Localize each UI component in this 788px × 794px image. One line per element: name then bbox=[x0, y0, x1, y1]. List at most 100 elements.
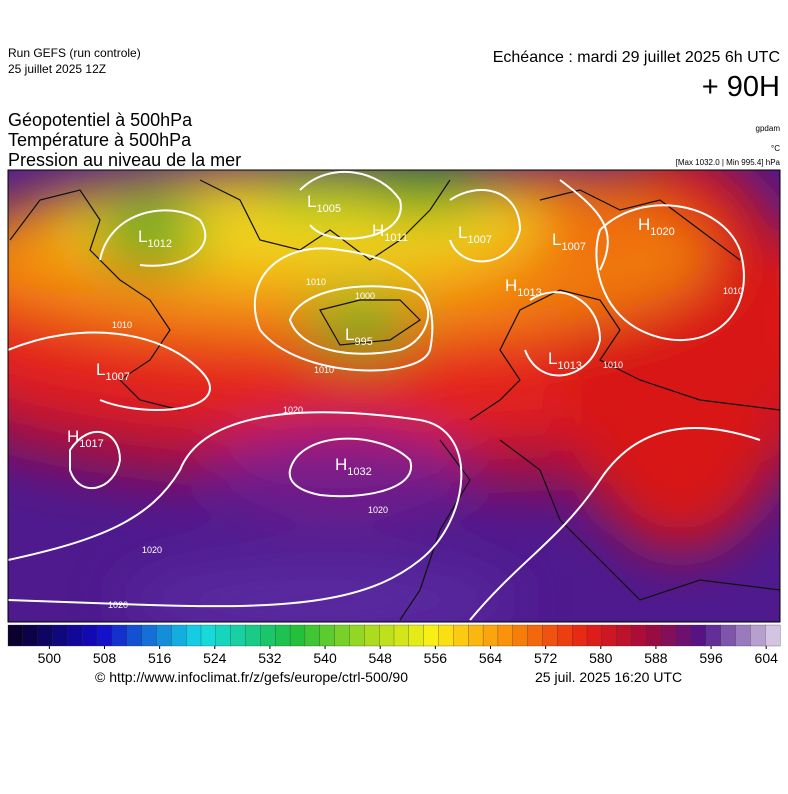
colorbar-tick-label: 500 bbox=[38, 650, 62, 666]
colorbar-swatch bbox=[675, 624, 692, 647]
pressure-center: H1013 bbox=[505, 276, 542, 299]
colorbar-swatch bbox=[245, 624, 261, 647]
colorbar-swatch bbox=[156, 624, 172, 647]
pressure-center: H1020 bbox=[638, 215, 675, 238]
map-frame bbox=[7, 169, 781, 623]
title: Pression au niveau de la mer bbox=[8, 150, 241, 170]
pressure-center: L1013 bbox=[548, 349, 582, 372]
colorbar-swatch bbox=[735, 624, 751, 647]
isobar-label: 1010 bbox=[306, 277, 326, 287]
colorbar-swatch bbox=[705, 624, 722, 647]
colorbar-swatch bbox=[52, 624, 68, 647]
colorbar-swatch bbox=[379, 624, 395, 647]
center-value: 1013 bbox=[557, 360, 581, 372]
isobar-label: 1020 bbox=[283, 405, 303, 415]
colorbar-tick-label: 540 bbox=[313, 650, 337, 666]
center-type: L bbox=[345, 325, 354, 344]
colorbar-tick-label: 580 bbox=[589, 650, 613, 666]
colorbar-swatch bbox=[646, 624, 662, 647]
center-type: H bbox=[372, 221, 384, 240]
lead-time: + 90H bbox=[702, 71, 780, 103]
colorbar-swatch bbox=[126, 624, 143, 647]
colorbar-swatch bbox=[319, 624, 336, 647]
isobar-label: 1010 bbox=[603, 360, 623, 370]
colorbar-swatch bbox=[96, 624, 113, 647]
colorbar-tick-label: 604 bbox=[755, 650, 779, 666]
center-value: 1012 bbox=[147, 238, 171, 250]
colorbar-swatch bbox=[171, 624, 187, 647]
unit: [Max 1032.0 | Min 995.4] hPa bbox=[676, 158, 781, 167]
unit: °C bbox=[771, 144, 780, 153]
colorbar-swatch bbox=[200, 624, 217, 647]
center-value: 1017 bbox=[79, 438, 103, 450]
colorbar-tick-label: 572 bbox=[534, 650, 558, 666]
center-type: L bbox=[96, 360, 105, 379]
colorbar-swatch bbox=[438, 624, 454, 647]
colorbar-swatch bbox=[616, 624, 632, 647]
colorbar-swatch bbox=[334, 624, 350, 647]
source-url: © http://www.infoclimat.fr/z/gefs/europe… bbox=[95, 669, 408, 685]
map: L1012 L1005 H1011 L1007 L1007 H1020 H101… bbox=[8, 170, 780, 622]
center-value: 1007 bbox=[561, 241, 585, 253]
isobar-label: 1020 bbox=[142, 545, 162, 555]
isobar-label: 1010 bbox=[723, 286, 743, 296]
colorbar-swatch bbox=[364, 624, 380, 647]
center-value: 1005 bbox=[316, 203, 340, 215]
colorbar-swatch bbox=[572, 624, 588, 647]
isobar-label: 1010 bbox=[314, 365, 334, 375]
colorbar-swatch bbox=[631, 624, 647, 647]
isobar-label: 1020 bbox=[368, 505, 388, 515]
center-type: L bbox=[552, 230, 561, 249]
center-type: H bbox=[67, 427, 79, 446]
center-type: L bbox=[307, 192, 316, 211]
center-value: 1007 bbox=[467, 234, 491, 246]
pressure-center: L1007 bbox=[458, 223, 492, 246]
colorbar-swatch bbox=[408, 624, 425, 647]
temperature-field bbox=[8, 170, 780, 622]
colorbar-swatch bbox=[215, 624, 232, 647]
colorbar-tick-label: 556 bbox=[424, 650, 448, 666]
colorbar-swatch bbox=[720, 624, 736, 647]
colorbar-swatch bbox=[557, 624, 573, 647]
colorbar-swatch bbox=[82, 624, 98, 647]
colorbar-swatch bbox=[765, 624, 781, 647]
center-type: L bbox=[458, 223, 467, 242]
colorbar: 500 508 516 524 532 540 548 556 564 572 580 588 596 6… bbox=[7, 624, 781, 666]
colorbar-swatch bbox=[601, 624, 618, 647]
center-value: 1007 bbox=[105, 371, 129, 383]
colorbar-swatch bbox=[111, 624, 128, 647]
center-value: 1011 bbox=[384, 232, 408, 244]
colorbar-swatch bbox=[230, 624, 246, 647]
generated-time: 25 juil. 2025 16:20 UTC bbox=[535, 669, 682, 685]
colorbar-swatch bbox=[275, 624, 291, 647]
title: Géopotentiel à 500hPa bbox=[8, 110, 193, 130]
colorbar-swatch bbox=[289, 624, 306, 647]
colorbar-swatch bbox=[186, 624, 202, 647]
colorbar-swatch bbox=[7, 624, 24, 647]
colorbar-swatch bbox=[141, 624, 157, 647]
colorbar-swatch bbox=[468, 624, 484, 647]
center-type: H bbox=[638, 215, 650, 234]
isobar-label: 1000 bbox=[355, 291, 375, 301]
colorbar-tick-label: 548 bbox=[369, 650, 393, 666]
pressure-center: L1007 bbox=[552, 230, 586, 253]
pressure-center: L1007 bbox=[96, 360, 130, 383]
colorbar-swatch bbox=[690, 624, 707, 647]
title: Température à 500hPa bbox=[8, 130, 192, 150]
colorbar-tick-label: 524 bbox=[203, 650, 227, 666]
colorbar-swatch bbox=[750, 624, 766, 647]
isobar-label: 1020 bbox=[108, 600, 128, 610]
pressure-center: H1017 bbox=[67, 427, 104, 450]
colorbar-swatch bbox=[349, 624, 365, 647]
colorbar-swatch bbox=[497, 624, 514, 647]
colorbar-swatch bbox=[512, 624, 529, 647]
run-label: Run GEFS (run controle) bbox=[8, 46, 141, 60]
pressure-center: H1011 bbox=[372, 221, 408, 244]
center-type: H bbox=[335, 455, 347, 474]
colorbar-swatch bbox=[260, 624, 276, 647]
colorbar-swatch bbox=[527, 624, 543, 647]
coastlines bbox=[9, 179, 780, 621]
pressure-center: L995 bbox=[345, 325, 373, 348]
pressure-center: L1005 bbox=[307, 192, 341, 215]
